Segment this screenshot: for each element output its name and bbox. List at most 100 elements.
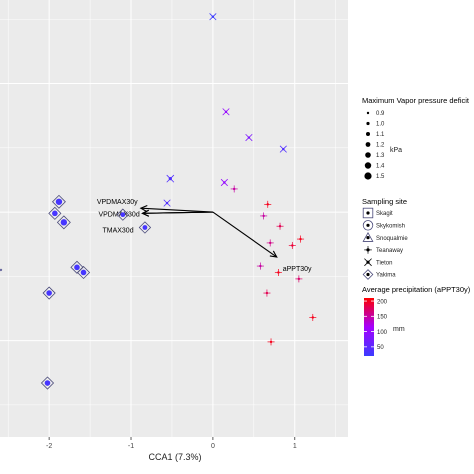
arrow-line <box>142 211 213 214</box>
scatter-point <box>279 145 287 153</box>
legend-vpd-key <box>366 132 370 136</box>
arrow-label: TMAX30d <box>102 227 133 234</box>
scatter-point <box>48 206 62 220</box>
point-fill <box>80 269 87 276</box>
point-fill <box>366 223 370 227</box>
point-outline <box>362 269 374 280</box>
legend-precip-colorbar <box>364 298 374 356</box>
point-fill <box>278 225 282 228</box>
biplot-arrows: VPDMAX30y VPDMAX30d TMAX30d aPPT30y <box>97 199 312 273</box>
legend-site-title: Sampling site <box>362 197 407 206</box>
arrow-line <box>140 207 213 213</box>
legend-vpd-label: 1.5 <box>376 174 385 180</box>
point-fill <box>366 248 370 252</box>
point-outline <box>76 265 91 280</box>
scatter-point <box>245 133 253 142</box>
legend-precip-title: Average precipitation (aPPT30y) <box>362 285 471 294</box>
point-fill <box>247 136 251 139</box>
x-tick-label: -2 <box>46 443 52 450</box>
plot-panel <box>0 0 348 437</box>
legend-vpd-unit: kPa <box>390 147 402 154</box>
scatter-point <box>264 200 272 208</box>
scatter-point <box>40 376 55 390</box>
legend-vpd-title: Maximum Vapor pressure deficit <box>362 96 470 105</box>
scatter-point-edge <box>0 268 3 272</box>
point-fill <box>211 15 215 18</box>
point-outline <box>362 207 374 219</box>
point-fill <box>269 340 273 344</box>
legend-site: Sampling site Skagit Skykomish Snoqualmie T… <box>362 197 408 280</box>
point-outline <box>116 208 129 221</box>
legend-site-label: Skagit <box>376 211 393 217</box>
scatter-point <box>267 338 275 346</box>
point-outline <box>70 260 84 274</box>
scatter-point <box>70 260 84 274</box>
point-outline <box>362 231 374 242</box>
point-fill <box>120 212 126 218</box>
scatter-point <box>163 199 171 207</box>
scatter-point <box>276 222 284 230</box>
arrow-head <box>269 250 278 258</box>
point-fill <box>46 290 52 296</box>
scatter-point <box>138 221 152 234</box>
scatter-point <box>42 286 56 300</box>
legend-vpd-label: 0.9 <box>376 111 385 117</box>
arrow-head <box>139 205 148 213</box>
point-fill <box>259 264 262 268</box>
point-fill <box>282 147 285 151</box>
arrow-line <box>212 211 278 258</box>
point-fill <box>366 260 370 264</box>
scatter-point <box>309 313 317 321</box>
legend-site-key <box>362 220 374 231</box>
arrow-head <box>141 209 150 217</box>
point-fill <box>366 272 370 277</box>
legend-vpd-key <box>364 162 372 169</box>
point-outline <box>51 194 66 209</box>
legend-vpd-key <box>365 142 371 147</box>
legend-vpd-label: 1.2 <box>376 143 385 149</box>
legend-precip-label: 150 <box>377 315 388 321</box>
point-fill <box>142 225 148 230</box>
legend-vpd-label: 1.3 <box>376 153 385 159</box>
legend-site-key <box>364 258 372 267</box>
point-outline <box>42 286 56 300</box>
point-fill <box>299 237 302 241</box>
data-points <box>0 13 317 390</box>
scatter-point <box>230 185 238 193</box>
legend-site-label: Teanaway <box>376 248 403 254</box>
scatter-point <box>263 289 271 297</box>
legend-vpd-label: 1.1 <box>376 132 385 138</box>
legend-precip-label: 100 <box>377 330 388 336</box>
scatter-point <box>209 13 217 21</box>
legend-site-key <box>362 231 374 242</box>
scatter-point <box>288 241 296 250</box>
legend-vpd-key <box>365 152 371 158</box>
legend: Maximum Vapor pressure deficit 0.9 1.0 1.1… <box>362 96 471 356</box>
point-outline <box>56 215 71 230</box>
point-fill <box>60 219 68 226</box>
legend-site-label: Tieton <box>376 260 392 266</box>
grid-lines <box>0 0 348 437</box>
legend-site-key <box>364 246 372 254</box>
scatter-point <box>222 108 230 116</box>
x-tick-label: 0 <box>211 443 215 450</box>
point-fill <box>232 187 236 191</box>
scatter-point <box>220 178 228 187</box>
scatter-point <box>116 208 129 221</box>
point-fill <box>366 211 370 215</box>
legend-vpd-label: 1.4 <box>376 164 385 170</box>
point-outline <box>40 376 55 390</box>
legend-precip-label: 50 <box>377 345 384 351</box>
point-fill <box>262 214 265 218</box>
point-outline <box>138 221 152 234</box>
legend-vpd-label: 1.0 <box>376 122 385 128</box>
point-fill <box>297 277 301 281</box>
point-outline <box>362 220 374 231</box>
scatter-point <box>166 174 175 183</box>
point-fill <box>266 203 269 206</box>
legend-site-key <box>362 269 374 280</box>
x-axis-title: CCA1 (7.3%) <box>148 452 201 462</box>
point-fill <box>265 291 269 295</box>
scatter-point <box>296 235 305 243</box>
